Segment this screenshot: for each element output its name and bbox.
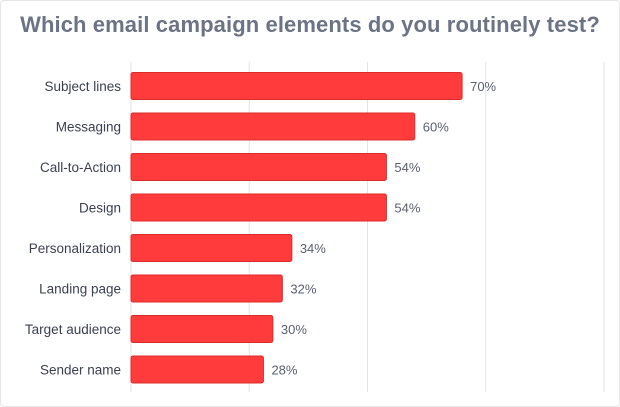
bar bbox=[130, 112, 416, 141]
category-label: Target audience bbox=[25, 322, 121, 337]
value-label: 60% bbox=[423, 120, 449, 135]
value-label: 70% bbox=[470, 79, 496, 94]
value-label: 54% bbox=[394, 201, 420, 216]
category-label: Subject lines bbox=[44, 79, 121, 94]
category-label: Messaging bbox=[56, 120, 121, 135]
category-label: Landing page bbox=[39, 282, 121, 297]
bar bbox=[130, 315, 274, 343]
bar bbox=[130, 355, 264, 384]
bar bbox=[130, 234, 293, 262]
bar bbox=[130, 274, 283, 303]
bar bbox=[130, 72, 463, 100]
category-label: Call-to-Action bbox=[40, 160, 121, 175]
chart-title: Which email campaign elements do you rou… bbox=[20, 12, 600, 37]
value-label: 28% bbox=[271, 363, 297, 378]
value-label: 32% bbox=[290, 282, 316, 297]
bar bbox=[130, 193, 387, 222]
category-label: Design bbox=[79, 201, 121, 216]
bar bbox=[130, 153, 387, 181]
value-label: 54% bbox=[394, 160, 420, 175]
category-label: Sender name bbox=[40, 363, 121, 378]
value-label: 34% bbox=[300, 241, 326, 256]
value-label: 30% bbox=[281, 322, 307, 337]
category-label: Personalization bbox=[29, 241, 121, 256]
bars-layer: Subject lines 70% Messaging 60% Call-to-Acti… bbox=[25, 72, 497, 384]
